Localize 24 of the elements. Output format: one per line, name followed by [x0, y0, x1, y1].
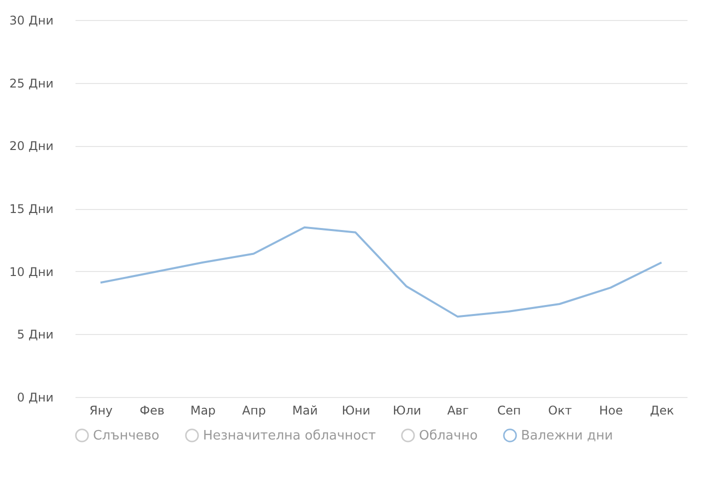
y-tick-label: 5 Дни [17, 328, 54, 342]
x-tick-label: Ное [599, 404, 623, 418]
y-tick-label: 25 Дни [9, 76, 54, 90]
y-tick-label: 15 Дни [9, 202, 54, 216]
legend-label: Валежни дни [521, 428, 613, 444]
legend-label: Облачно [419, 428, 478, 444]
x-tick-label: Мар [190, 404, 216, 418]
x-tick-label: Дек [650, 404, 674, 418]
y-tick-label: 0 Дни [17, 390, 54, 404]
line-series [100, 226, 662, 318]
legend-label: Слънчево [93, 428, 160, 444]
x-tick-label: Юли [392, 404, 422, 418]
y-tick-label: 20 Дни [9, 139, 54, 154]
x-tick-label: Май [292, 404, 318, 418]
y-tick-label: 30 Дни [9, 14, 54, 28]
x-tick-label: Авг [447, 404, 469, 418]
x-tick-label: Окт [548, 404, 572, 418]
x-tick-label: Яну [89, 404, 113, 418]
x-tick-label: Апр [242, 404, 266, 418]
legend-label: Незначителна облачност [203, 428, 376, 444]
x-tick-label: Фев [140, 404, 164, 418]
x-tick-label: Сеп [497, 404, 521, 418]
x-tick-label: Юни [342, 404, 370, 418]
y-tick-label: 10 Дни [9, 264, 54, 279]
